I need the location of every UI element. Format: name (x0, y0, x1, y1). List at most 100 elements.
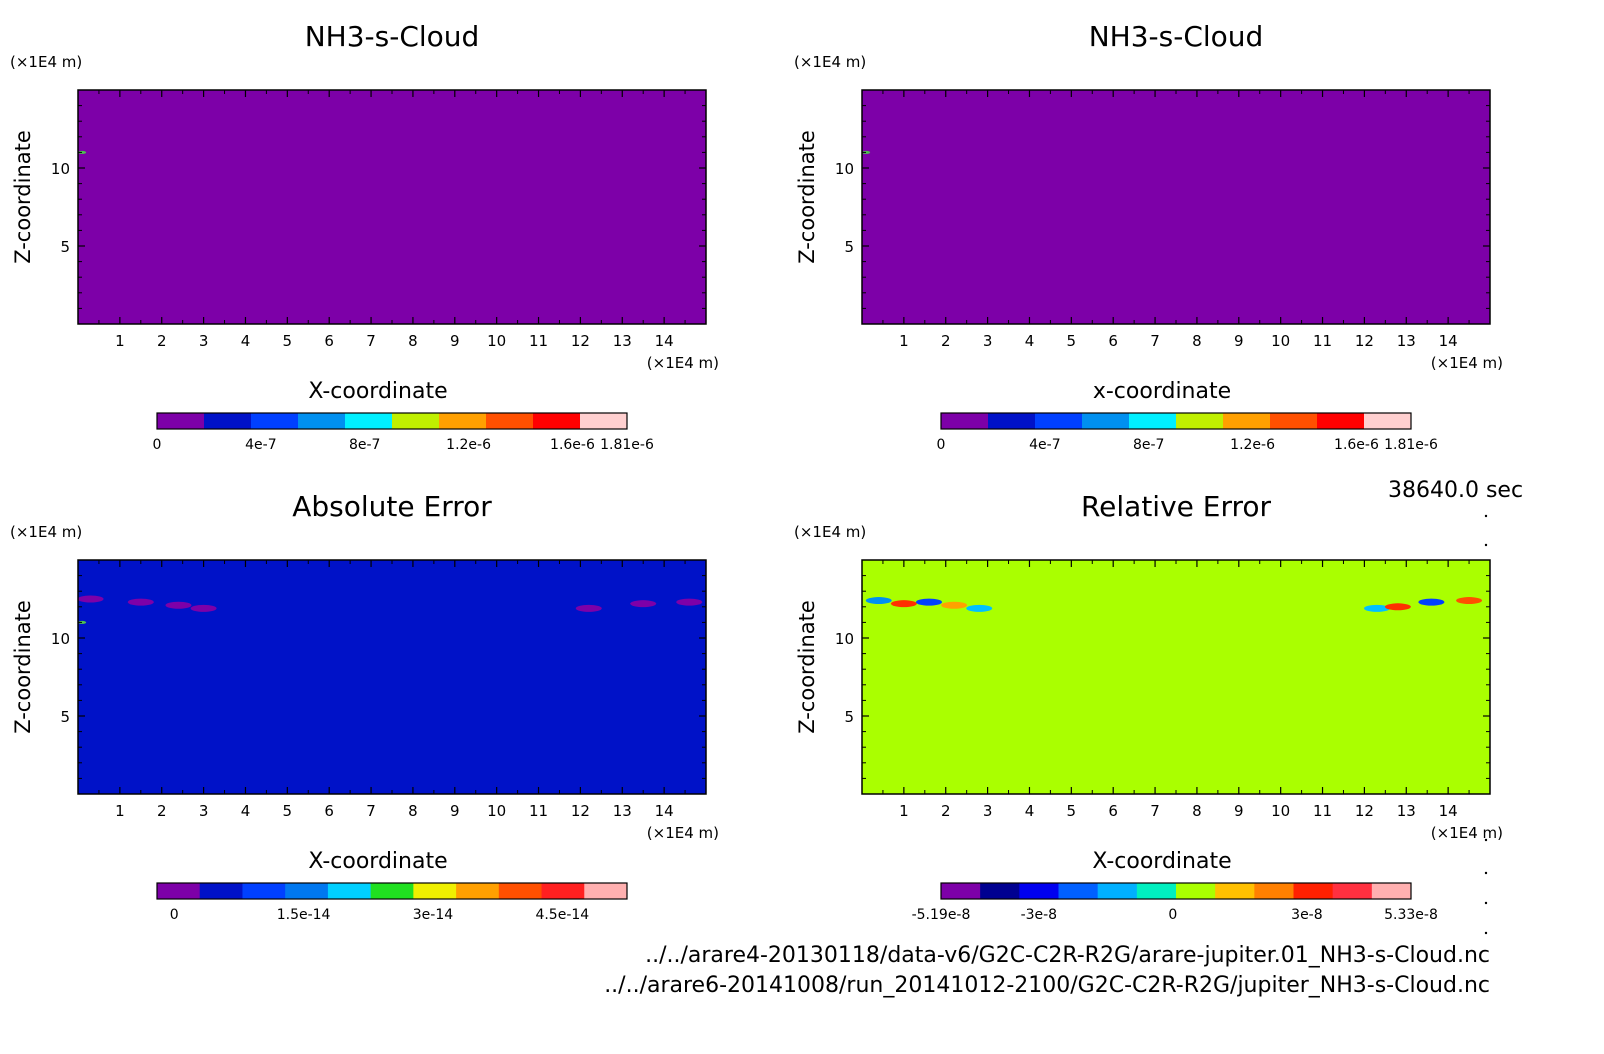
y-unit-label: (×1E4 m) (794, 523, 866, 541)
y-tick-label: 5 (844, 708, 854, 726)
panel-title: NH3-s-Cloud (1089, 20, 1264, 53)
colorbar-segment-2 (988, 413, 1036, 429)
heatmap-field (862, 90, 1490, 324)
x-tick-label: 3 (199, 802, 209, 820)
panel-1: NH3-s-Cloud(×1E4 m)1 2 3 4 5 6 7 8 9 10 11 12 13 1451… (10, 20, 719, 453)
x-tick-label: 3 (199, 332, 209, 350)
y-tick-label: 5 (844, 238, 854, 256)
x-tick-label: 14 (1439, 802, 1458, 820)
colorbar-segment-5 (345, 413, 393, 429)
x-tick-label: 7 (1150, 802, 1160, 820)
x-tick-label: 14 (1439, 332, 1458, 350)
x-tick-label: 8 (408, 802, 418, 820)
footer-file-path-2: ../../arare6-20141008/run_20141012-2100/… (604, 973, 1490, 998)
edge-dot-2 (1484, 543, 1488, 547)
colorbar-segment-7 (413, 883, 457, 899)
colorbar-tick-label: 1.5e-14 (277, 907, 331, 923)
x-tick-label: 3 (983, 802, 993, 820)
colorbar-segment-7 (1223, 413, 1271, 429)
colorbar-segment-3 (251, 413, 299, 429)
x-axis-label: X-coordinate (1092, 849, 1231, 874)
edge-dot-4 (1484, 871, 1488, 875)
colorbar-frame (156, 412, 628, 430)
panel-4: Relative Error(×1E4 m)1 2 3 4 5 6 7 8 9 10 11 12 13 1… (794, 490, 1503, 923)
colorbar-segment-8 (456, 883, 500, 899)
y-unit-label: (×1E4 m) (794, 53, 866, 71)
colorbar-segment-7 (439, 413, 487, 429)
heatmap-feature-7 (1384, 603, 1411, 611)
panel-title: NH3-s-Cloud (305, 20, 480, 53)
x-tick-label: 6 (1108, 802, 1118, 820)
colorbar-tick-label: 0 (937, 437, 946, 453)
colorbar-tick-label: 4.5e-14 (535, 907, 589, 923)
colorbar-segment-2 (199, 883, 243, 899)
colorbar-segment-8 (1270, 413, 1318, 429)
colorbar-segment-2 (204, 413, 252, 429)
colorbar-segment-8 (486, 413, 534, 429)
colorbar-segment-8 (1215, 883, 1255, 899)
x-tick-label: 6 (324, 332, 334, 350)
x-tick-label: 12 (571, 802, 590, 820)
x-tick-label: 13 (1397, 802, 1416, 820)
x-tick-label: 5 (283, 332, 293, 350)
x-tick-label: 8 (1192, 332, 1202, 350)
x-tick-label: 4 (1025, 332, 1035, 350)
heatmap-feature-1 (865, 597, 892, 605)
heatmap-feature-6 (630, 600, 657, 608)
x-tick-label: 9 (1234, 332, 1244, 350)
colorbar-segment-10 (580, 413, 628, 429)
x-tick-label: 5 (283, 802, 293, 820)
y-axis-label: Z-coordinate (795, 130, 819, 264)
x-tick-label: 7 (366, 802, 376, 820)
x-tick-label: 12 (1355, 332, 1374, 350)
x-tick-label: 11 (529, 802, 548, 820)
x-tick-label: 4 (241, 332, 251, 350)
y-axis-label: Z-coordinate (11, 600, 35, 734)
colorbar-tick-label: 1.6e-6 (1334, 437, 1379, 453)
colorbar-frame (156, 882, 628, 900)
x-tick-label: 6 (1108, 332, 1118, 350)
colorbar-tick-label: 1.6e-6 (550, 437, 595, 453)
heatmap-feature-7 (676, 598, 703, 606)
x-tick-label: 1 (899, 332, 909, 350)
edge-dot-3 (1484, 838, 1488, 842)
colorbar-segment-12 (1371, 883, 1412, 899)
colorbar-segment-1 (941, 883, 981, 899)
x-tick-label: 2 (157, 802, 167, 820)
x-tick-label: 4 (1025, 802, 1035, 820)
y-unit-label: (×1E4 m) (10, 53, 82, 71)
colorbar-segment-1 (157, 413, 205, 429)
heatmap-feature-1 (862, 150, 871, 154)
colorbar-tick-label: 4e-7 (1029, 437, 1060, 453)
heatmap-feature-3 (915, 598, 942, 606)
x-unit-label: (×1E4 m) (1431, 824, 1503, 842)
colorbar-segment-5 (1097, 883, 1138, 899)
colorbar-segment-1 (157, 883, 201, 899)
colorbar-segment-4 (1082, 413, 1130, 429)
y-tick-label: 10 (835, 160, 854, 178)
x-axis-label: X-coordinate (308, 849, 447, 874)
x-axis-label: x-coordinate (1093, 379, 1231, 404)
x-tick-label: 2 (157, 332, 167, 350)
heatmap-feature-2 (890, 600, 917, 608)
colorbar-segment-5 (1129, 413, 1177, 429)
x-tick-label: 11 (529, 332, 548, 350)
y-tick-label: 10 (51, 160, 70, 178)
colorbar-segment-3 (242, 883, 286, 899)
colorbar-segment-5 (327, 883, 372, 899)
x-tick-label: 10 (1271, 802, 1290, 820)
heatmap-feature-3 (165, 601, 192, 609)
x-tick-label: 12 (571, 332, 590, 350)
heatmap-field (78, 90, 706, 324)
colorbar-segment-6 (392, 413, 440, 429)
x-tick-label: 7 (366, 332, 376, 350)
x-tick-label: 13 (613, 332, 632, 350)
panel-title: Absolute Error (292, 490, 492, 523)
heatmap-feature-1 (77, 595, 104, 603)
heatmap-feature-6 (1363, 604, 1390, 612)
colorbar-tick-label: 0 (1168, 907, 1177, 923)
colorbar-segment-10 (1293, 883, 1334, 899)
x-tick-label: 10 (487, 332, 506, 350)
colorbar-frame (940, 412, 1412, 430)
colorbar-tick-label: 4e-7 (245, 437, 276, 453)
